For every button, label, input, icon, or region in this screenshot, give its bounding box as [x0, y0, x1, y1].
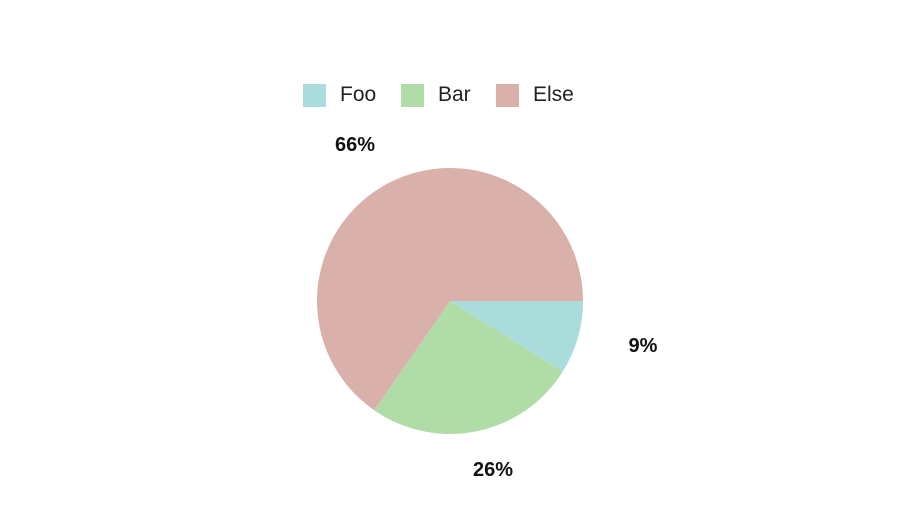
pie-slice-else	[317, 167, 583, 411]
legend-label-foo: Foo	[340, 83, 376, 106]
pie-slice-bar	[374, 301, 563, 434]
slice-label-else: 66%	[335, 134, 375, 156]
pie-slice-foo	[450, 301, 583, 372]
slice-label-foo: 9%	[629, 335, 658, 357]
legend-swatch-else	[496, 84, 519, 107]
chart-legend: Foo Bar Else	[303, 83, 574, 107]
legend-swatch-bar	[401, 84, 424, 107]
legend-swatch-foo	[303, 84, 326, 107]
pie-slice-labels: 9% 26% 66%	[335, 134, 658, 481]
slice-label-bar: 26%	[473, 459, 513, 481]
legend-label-else: Else	[533, 83, 574, 106]
pie-slices	[317, 167, 583, 434]
legend-label-bar: Bar	[438, 83, 471, 106]
